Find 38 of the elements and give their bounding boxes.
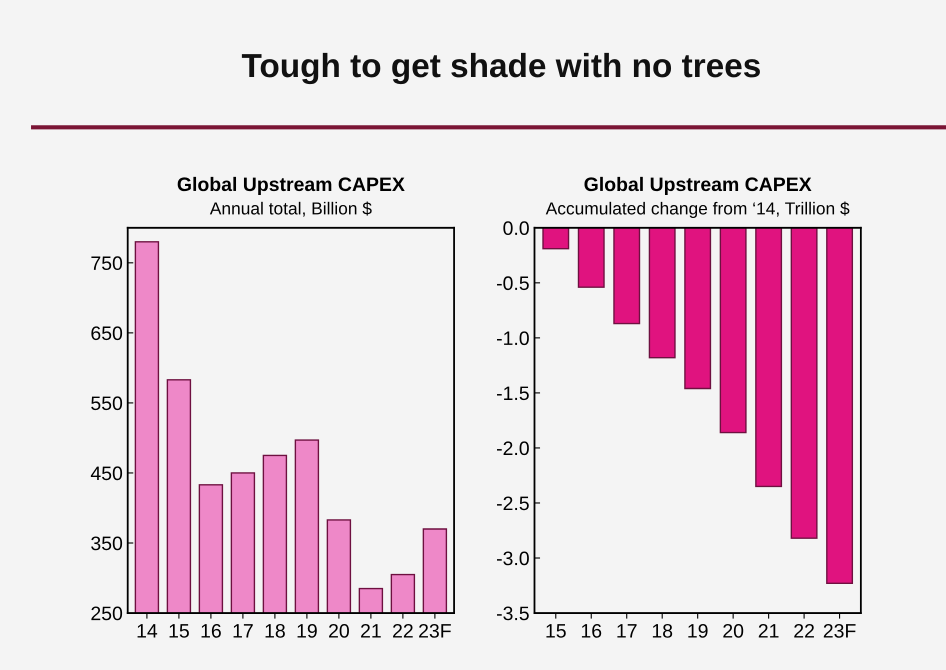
text: Tough to get shade with no trees xyxy=(242,52,760,84)
x-tick-label: 17 xyxy=(234,624,253,638)
x-tick-label: 15 xyxy=(170,624,189,638)
y-tick-label: -2.0 xyxy=(496,441,529,456)
x-tick-label: 16 xyxy=(582,624,602,638)
y-tick-label: 650 xyxy=(91,326,122,340)
y-tick-label: -1.5 xyxy=(496,386,529,400)
x-tick-label: 23F xyxy=(824,624,856,638)
y-tick-label: 750 xyxy=(91,256,122,270)
y-tick-label: -3.0 xyxy=(496,551,529,566)
y-tick-label: 450 xyxy=(90,466,122,480)
x-tick-label: 22 xyxy=(794,624,814,638)
x-tick-label: 17 xyxy=(617,624,637,638)
x-tick-label: 16 xyxy=(202,624,221,638)
y-tick-label: -0.5 xyxy=(496,276,529,290)
x-tick-label: 21 xyxy=(361,624,381,638)
x-tick-label: 18 xyxy=(266,624,285,638)
x-tick-label: 19 xyxy=(688,624,708,638)
x-tick-label: 20 xyxy=(723,624,744,638)
y-tick-label: 0.0 xyxy=(503,221,529,236)
chart-title: Global Upstream CAPEX xyxy=(178,176,405,195)
chart-title: Global Upstream CAPEX xyxy=(584,176,812,195)
x-tick-label: 23F xyxy=(419,624,451,638)
x-tick-label: 22 xyxy=(393,624,413,638)
y-tick-label: 550 xyxy=(91,396,122,410)
x-tick-label: 21 xyxy=(758,624,778,638)
x-tick-label: 19 xyxy=(298,624,317,638)
y-tick-label: -1.0 xyxy=(496,331,529,346)
y-tick-label: -3.5 xyxy=(496,606,529,620)
x-tick-label: 14 xyxy=(138,624,158,638)
x-tick-label: 20 xyxy=(329,624,349,638)
y-tick-label: -2.5 xyxy=(496,496,529,510)
chart-subtitle: Annual total, Billion $ xyxy=(210,202,372,217)
chart-subtitle: Accumulated change from ‘14, Trillion $ xyxy=(546,202,850,218)
y-tick-label: 250 xyxy=(91,606,122,620)
x-tick-label: 15 xyxy=(546,624,566,638)
y-tick-label: 350 xyxy=(91,536,122,550)
x-tick-label: 18 xyxy=(652,624,672,638)
